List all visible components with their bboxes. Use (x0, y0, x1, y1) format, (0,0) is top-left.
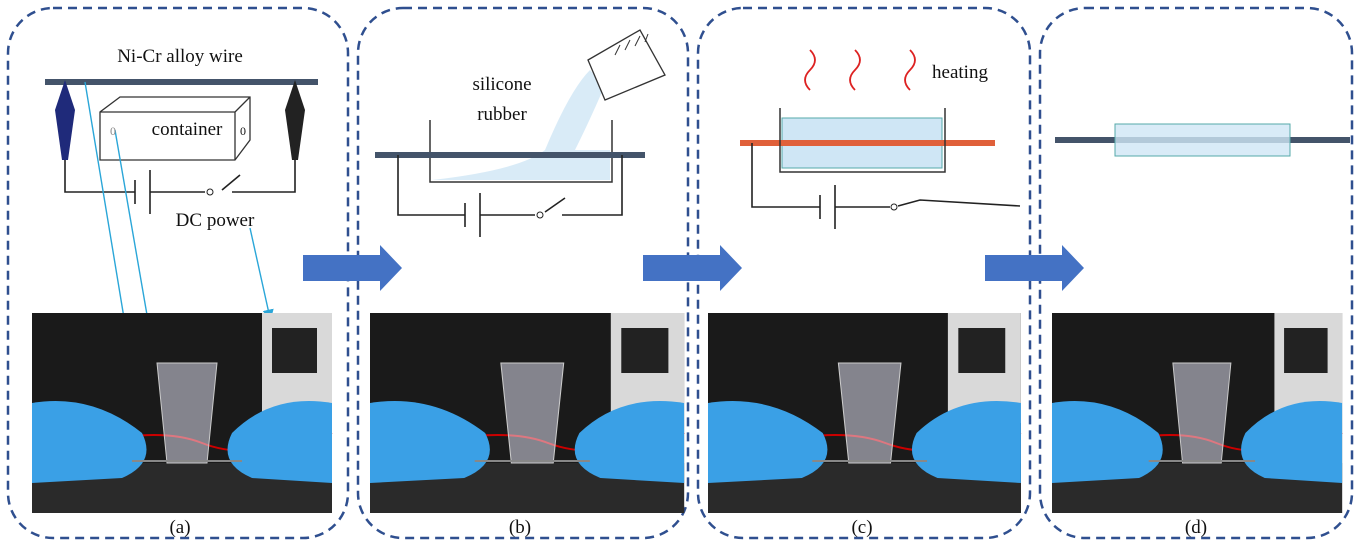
panel-label: (c) (851, 517, 872, 538)
panel-label: (b) (509, 517, 531, 538)
material-label: rubber (477, 104, 527, 125)
power-label: DC power (176, 210, 255, 231)
photo (708, 313, 1021, 513)
panel-d-diagram (1055, 124, 1350, 156)
figure: Ni-Cr alloy wire container 0 0 DC power … (0, 0, 1359, 545)
step-arrow (303, 245, 402, 291)
panel-label: (a) (169, 517, 190, 538)
panel-b-diagram (375, 30, 665, 237)
scale-mark: 0 (240, 124, 246, 138)
material-label: silicone (472, 74, 531, 95)
panel-label: (d) (1185, 517, 1207, 538)
photo (1052, 313, 1342, 513)
scale-mark: 0 (110, 124, 116, 138)
step-arrow (643, 245, 742, 291)
step-arrow (985, 245, 1084, 291)
photo (370, 313, 684, 513)
photo (32, 313, 332, 513)
process-label: heating (932, 62, 988, 83)
wire-label: Ni-Cr alloy wire (117, 46, 243, 67)
container-label: container (152, 119, 223, 140)
